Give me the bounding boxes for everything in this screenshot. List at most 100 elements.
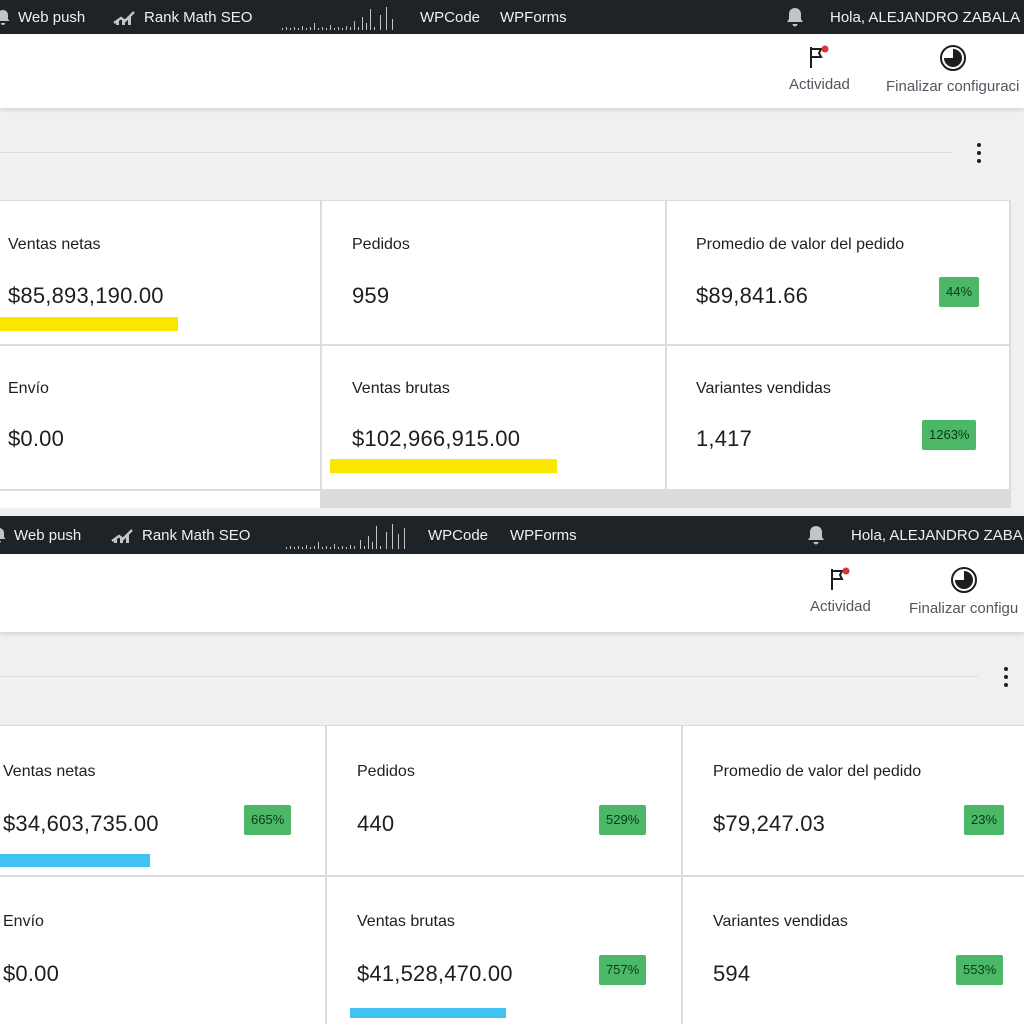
wpcode-menu[interactable]: WPCode [428,516,488,554]
finish-setup-label: Finalizar configuraci [886,78,1020,95]
more-options-icon[interactable] [969,140,989,166]
stat-value: $0.00 [8,426,65,451]
rank-math-label: Rank Math SEO [142,526,251,544]
wpcode-menu[interactable]: WPCode [420,0,480,34]
delta-badge: 1263% [922,420,977,450]
stats-sparkline[interactable] [280,0,400,34]
more-options-icon[interactable] [996,664,1016,690]
delta-badge: 553% [956,955,1004,985]
stat-orders[interactable]: Pedidos 959 [322,201,665,344]
rank-math-menu[interactable]: Rank Math SEO [112,0,252,34]
stat-label: Envío [8,380,49,397]
stat-value: $79,247.03 [713,811,826,836]
stat-label: Promedio de valor del pedido [713,763,922,780]
admin-bar: Web push Rank Math SEO [0,516,1024,554]
progress-pie-icon [939,44,967,72]
stat-label: Ventas netas [8,236,101,253]
finish-setup-button[interactable]: Finalizar configuraci [886,44,1019,95]
stat-label: Envío [3,913,44,930]
user-greeting: Hola, ALEJANDRO ZABALA [830,8,1021,26]
wpforms-label: WPForms [500,8,567,26]
stat-label: Variantes vendidas [696,380,831,397]
stat-label: Pedidos [357,763,415,780]
bell-icon [0,8,12,26]
highlight-marker [350,1008,506,1018]
finish-setup-label: Finalizar configu [909,600,1019,617]
stat-value: $34,603,735.00 [3,811,159,836]
stat-variants-sold[interactable]: Variantes vendidas 1,417 1263% [667,346,1009,489]
stat-cell-partial [0,491,320,508]
stat-value: $102,966,915.00 [352,426,521,451]
delta-badge: 665% [244,805,292,835]
rank-math-icon [110,526,136,544]
delta-badge: 529% [599,805,647,835]
user-greeting: Hola, ALEJANDRO ZABA [851,526,1023,544]
wpforms-menu[interactable]: WPForms [510,516,577,554]
section-divider [0,676,978,677]
web-push-menu[interactable]: Web push [0,516,81,554]
highlight-marker [0,854,150,867]
stat-shipping[interactable]: Envío $0.00 [0,877,325,1024]
web-push-label: Web push [18,8,86,26]
bell-icon [784,6,806,28]
stat-average-order-value[interactable]: Promedio de valor del pedido $89,841.66 … [667,201,1009,344]
activity-button[interactable]: Actividad [789,44,850,93]
stat-gross-sales[interactable]: Ventas brutas $41,528,470.00 757% [327,877,681,1024]
activity-label: Actividad [810,598,871,615]
web-push-label: Web push [14,526,82,544]
section-divider [0,152,952,153]
stat-variants-sold[interactable]: Variantes vendidas 594 553% [683,877,1024,1024]
stat-average-order-value[interactable]: Promedio de valor del pedido $79,247.03 … [683,726,1024,875]
flag-icon [828,566,852,592]
bell-icon [0,526,8,544]
wpforms-label: WPForms [510,526,577,544]
stat-orders[interactable]: Pedidos 440 529% [327,726,681,875]
stat-value: $0.00 [3,961,60,986]
delta-badge: 44% [939,277,980,307]
rank-math-label: Rank Math SEO [144,8,253,26]
delta-badge: 23% [964,805,1005,835]
notifications-button[interactable] [805,516,827,554]
activity-header: Actividad Finalizar configuraci [0,34,1024,108]
rank-math-menu[interactable]: Rank Math SEO [110,516,250,554]
stat-label: Ventas brutas [352,380,450,397]
stat-value: 959 [352,283,390,308]
user-greeting-menu[interactable]: Hola, ALEJANDRO ZABA [851,516,1023,554]
stat-value: 1,417 [696,426,753,451]
delta-badge: 757% [599,955,647,985]
admin-bar: Web push Rank Math SEO [0,0,1024,34]
highlight-marker [0,317,178,331]
stat-value: 594 [713,961,751,986]
screenshot-before: Web push Rank Math SEO [0,0,1024,508]
bell-icon [805,524,827,546]
finish-setup-button[interactable]: Finalizar configu [909,566,1018,617]
user-greeting-menu[interactable]: Hola, ALEJANDRO ZABALA [830,0,1020,34]
stat-value: $41,528,470.00 [357,961,513,986]
sparkline-icon [282,7,393,30]
activity-label: Actividad [789,76,850,93]
wpcode-label: WPCode [420,8,481,26]
flag-icon [807,44,831,70]
stat-net-sales[interactable]: Ventas netas $34,603,735.00 665% [0,726,325,875]
stat-value: 440 [357,811,395,836]
stat-label: Ventas netas [3,763,96,780]
web-push-menu[interactable]: Web push [0,0,85,34]
stats-sparkline[interactable] [284,516,408,554]
sparkline-icon [286,524,405,549]
stat-gross-sales[interactable]: Ventas brutas $102,966,915.00 [322,346,665,489]
stat-net-sales[interactable]: Ventas netas $85,893,190.00 [0,201,320,344]
stat-shipping[interactable]: Envío $0.00 [0,346,320,489]
stats-grid: Ventas netas $85,893,190.00 Pedidos 959 … [0,200,1011,508]
stat-value: $85,893,190.00 [8,283,164,308]
notifications-button[interactable] [784,0,806,34]
screenshot-after: Web push Rank Math SEO [0,516,1024,1024]
stat-label: Promedio de valor del pedido [696,236,905,253]
progress-pie-icon [950,566,978,594]
activity-header: Actividad Finalizar configu [0,554,1024,632]
stat-label: Variantes vendidas [713,913,848,930]
wpcode-label: WPCode [428,526,489,544]
stat-label: Ventas brutas [357,913,455,930]
wpforms-menu[interactable]: WPForms [500,0,567,34]
activity-button[interactable]: Actividad [810,566,871,615]
stat-value: $89,841.66 [696,283,809,308]
